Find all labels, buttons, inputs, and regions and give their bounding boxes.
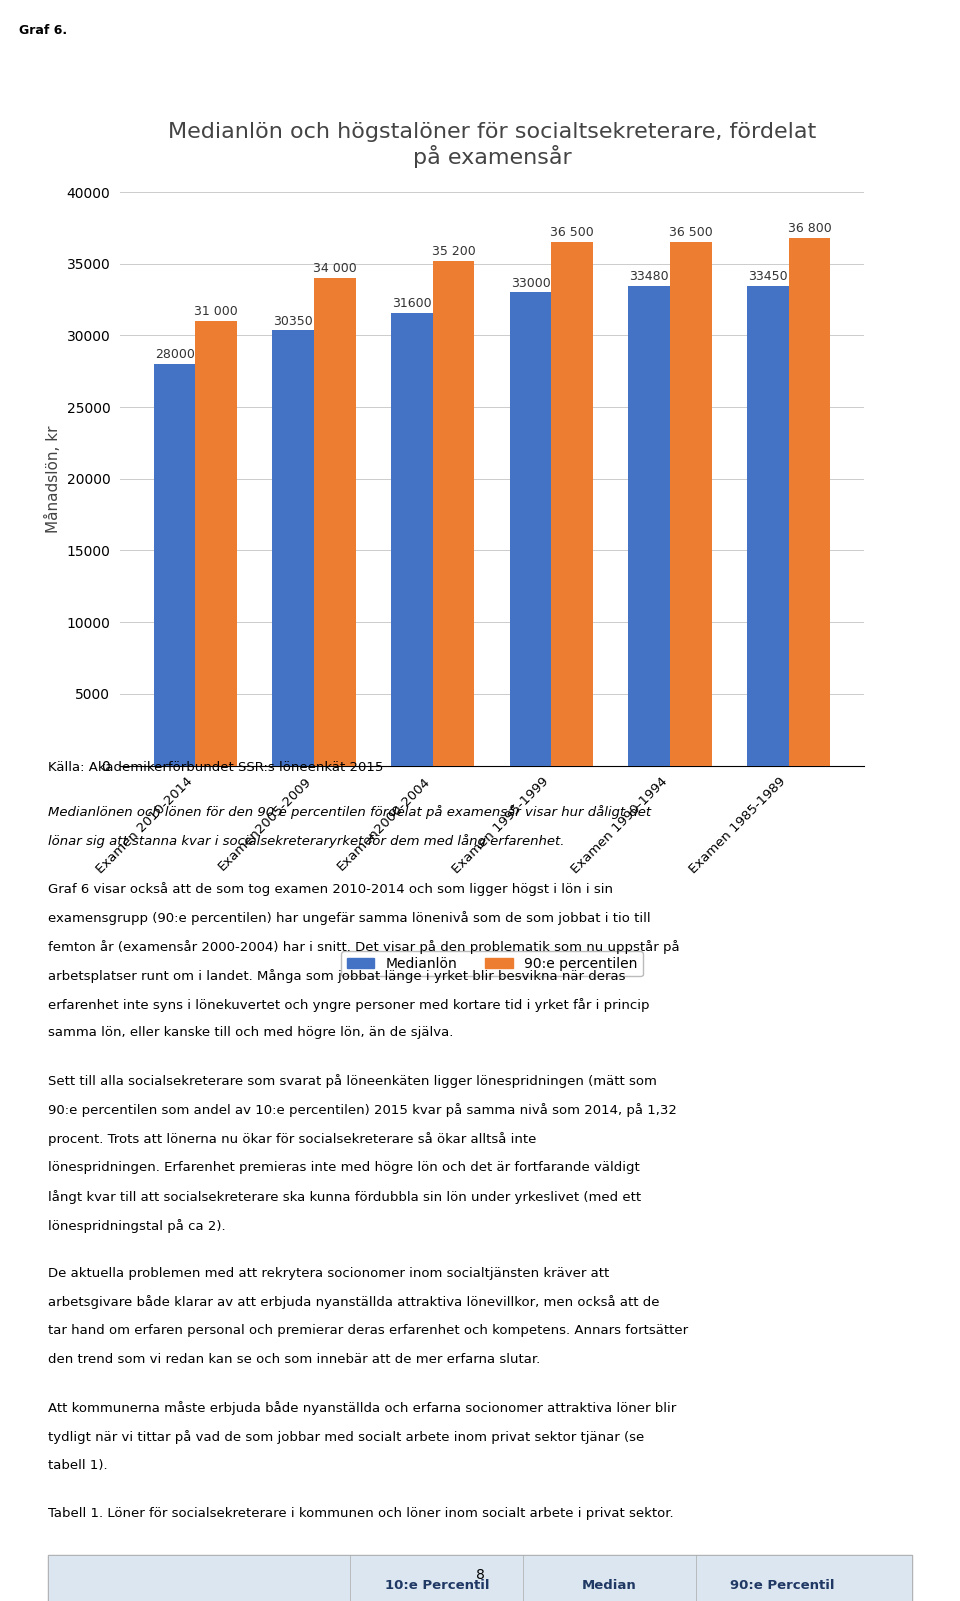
Bar	[747, 287, 789, 765]
Text: 35 200: 35 200	[432, 245, 475, 258]
Bar	[273, 330, 314, 765]
Bar	[391, 312, 433, 765]
Bar	[629, 285, 670, 765]
Text: 33000: 33000	[511, 277, 550, 290]
Text: 28000: 28000	[155, 349, 195, 362]
Text: Median: Median	[582, 1579, 637, 1591]
Text: erfarenhet inte syns i lönekuvertet och yngre personer med kortare tid i yrket f: erfarenhet inte syns i lönekuvertet och …	[48, 997, 650, 1012]
Text: Graf 6 visar också att de som tog examen 2010-2014 och som ligger högst i lön i : Graf 6 visar också att de som tog examen…	[48, 882, 613, 897]
Text: 33450: 33450	[748, 271, 788, 283]
Legend: Medianlön, 90:e percentilen: Medianlön, 90:e percentilen	[341, 951, 643, 977]
Text: lönar sig att stanna kvar i socialsekreteraryrket för dem med lång erfarenhet.: lönar sig att stanna kvar i socialsekret…	[48, 834, 564, 849]
Text: Tabell 1. Löner för socialsekreterare i kommunen och löner inom socialt arbete i: Tabell 1. Löner för socialsekreterare i …	[48, 1507, 674, 1519]
Text: 30350: 30350	[274, 314, 313, 328]
Text: 90:e Percentil: 90:e Percentil	[731, 1579, 834, 1591]
Text: Att kommunerna måste erbjuda både nyanställda och erfarna socionomer attraktiva : Att kommunerna måste erbjuda både nyanst…	[48, 1401, 676, 1415]
Text: arbetsgivare både klarar av att erbjuda nyanställda attraktiva lönevillkor, men : arbetsgivare både klarar av att erbjuda …	[48, 1295, 660, 1310]
Text: Graf 6.: Graf 6.	[19, 24, 67, 37]
Bar	[433, 261, 474, 765]
Text: examensgrupp (90:e percentilen) har ungefär samma lönenivå som de som jobbat i t: examensgrupp (90:e percentilen) har unge…	[48, 911, 651, 925]
Text: 36 500: 36 500	[550, 226, 594, 240]
Text: 33480: 33480	[630, 269, 669, 283]
Text: De aktuella problemen med att rekrytera socionomer inom socialtjänsten kräver at: De aktuella problemen med att rekrytera …	[48, 1266, 610, 1279]
Text: 31 000: 31 000	[194, 306, 238, 319]
Text: 90:e percentilen som andel av 10:e percentilen) 2015 kvar på samma nivå som 2014: 90:e percentilen som andel av 10:e perce…	[48, 1103, 677, 1117]
Bar	[670, 242, 711, 765]
Text: 36 800: 36 800	[787, 223, 831, 235]
Text: Källa: Akademikerförbundet SSR:s löneenkät 2015: Källa: Akademikerförbundet SSR:s löneenk…	[48, 760, 383, 773]
Text: lönespridningstal på ca 2).: lönespridningstal på ca 2).	[48, 1218, 226, 1233]
Text: 31600: 31600	[392, 296, 432, 309]
Text: Medianlönen och lönen för den 90:e percentilen fördelat på examensår visar hur d: Medianlönen och lönen för den 90:e perce…	[48, 805, 651, 820]
Text: tar hand om erfaren personal och premierar deras erfarenhet och kompetens. Annar: tar hand om erfaren personal och premier…	[48, 1324, 688, 1337]
Text: 34 000: 34 000	[313, 263, 357, 275]
Bar	[154, 363, 195, 765]
Y-axis label: Månadslön, kr: Månadslön, kr	[45, 424, 60, 533]
Bar	[510, 293, 551, 765]
Text: tabell 1).: tabell 1).	[48, 1459, 108, 1471]
Text: arbetsplatser runt om i landet. Många som jobbat länge i yrket blir besvikna när: arbetsplatser runt om i landet. Många so…	[48, 969, 626, 983]
Bar	[314, 279, 355, 765]
Text: 10:e Percentil: 10:e Percentil	[385, 1579, 489, 1591]
Text: procent. Trots att lönerna nu ökar för socialsekreterare så ökar alltså inte: procent. Trots att lönerna nu ökar för s…	[48, 1132, 537, 1146]
Text: lönespridningen. Erfarenhet premieras inte med högre lön och det är fortfarande : lönespridningen. Erfarenhet premieras in…	[48, 1161, 639, 1174]
Bar	[195, 322, 237, 765]
Text: 8: 8	[475, 1567, 485, 1582]
Text: 36 500: 36 500	[669, 226, 712, 240]
Text: den trend som vi redan kan se och som innebär att de mer erfarna slutar.: den trend som vi redan kan se och som in…	[48, 1353, 540, 1366]
Text: femton år (examensår 2000-2004) har i snitt. Det visar på den problematik som nu: femton år (examensår 2000-2004) har i sn…	[48, 940, 680, 954]
Text: långt kvar till att socialsekreterare ska kunna fördubbla sin lön under yrkesliv: långt kvar till att socialsekreterare sk…	[48, 1190, 641, 1204]
Bar	[789, 239, 830, 765]
Title: Medianlön och högstalöner för socialtsekreterare, fördelat
på examensår: Medianlön och högstalöner för socialtsek…	[168, 122, 816, 168]
Text: samma lön, eller kanske till och med högre lön, än de själva.: samma lön, eller kanske till och med hög…	[48, 1026, 453, 1039]
Text: Sett till alla socialsekreterare som svarat på löneenkäten ligger lönespridninge: Sett till alla socialsekreterare som sva…	[48, 1074, 657, 1089]
Text: tydligt när vi tittar på vad de som jobbar med socialt arbete inom privat sektor: tydligt när vi tittar på vad de som jobb…	[48, 1430, 644, 1444]
Bar	[551, 242, 593, 765]
